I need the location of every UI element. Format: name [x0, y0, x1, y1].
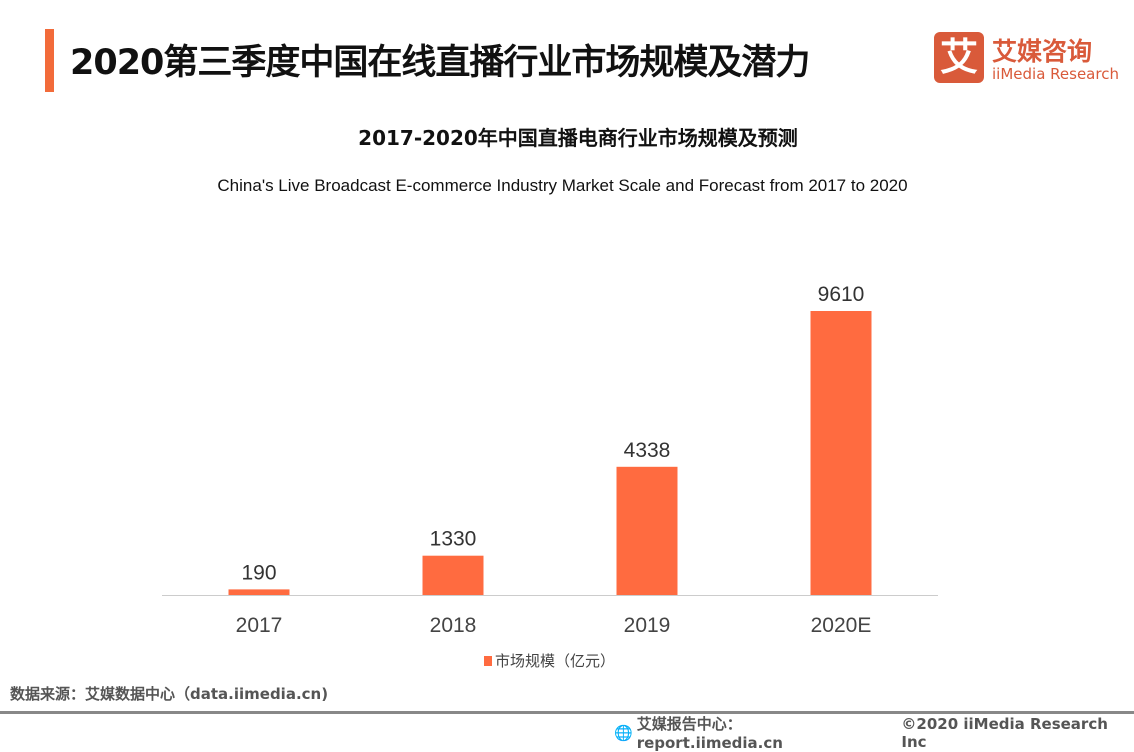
logo-name-en: iiMedia Research	[992, 65, 1119, 83]
title-accent-bar	[45, 29, 54, 92]
x-tick-label: 2020E	[811, 614, 872, 637]
page-title: 2020第三季度中国在线直播行业市场规模及潜力	[70, 43, 810, 83]
x-tick-label: 2017	[236, 614, 283, 637]
x-tick-label: 2019	[624, 614, 671, 637]
footer: 🌐 艾媒报告中心：report.iimedia.cn ©2020 iiMedia…	[614, 713, 1134, 752]
data-source: 数据来源：艾媒数据中心（data.iimedia.cn)	[10, 685, 329, 703]
chart-title: 2017-2020年中国直播电商行业市场规模及预测	[358, 126, 798, 150]
x-tick-label: 2018	[430, 614, 477, 637]
chart-subtitle: China's Live Broadcast E-commerce Indust…	[217, 176, 908, 195]
logo: 艾 艾媒咨询 iiMedia Research	[934, 32, 1134, 86]
data-label: 190	[241, 561, 276, 584]
report-center: 艾媒报告中心：report.iimedia.cn	[636, 715, 783, 752]
legend: 市场规模（亿元）	[484, 650, 615, 671]
data-label: 4338	[624, 439, 671, 462]
data-label: 9610	[818, 283, 865, 306]
bar-2020E	[810, 311, 872, 595]
footer-divider	[0, 711, 1134, 714]
data-label: 1330	[430, 528, 477, 551]
globe-icon: 🌐	[614, 723, 633, 742]
bar-2018	[422, 555, 484, 595]
logo-mark: 艾	[934, 32, 984, 83]
copyright: ©2020 iiMedia Research Inc	[901, 714, 1108, 751]
legend-swatch	[484, 655, 492, 666]
logo-name-cn: 艾媒咨询	[992, 37, 1093, 66]
bar-2019	[616, 466, 678, 595]
legend-label: 市场规模（亿元）	[495, 652, 616, 670]
bar-2017	[228, 589, 290, 595]
